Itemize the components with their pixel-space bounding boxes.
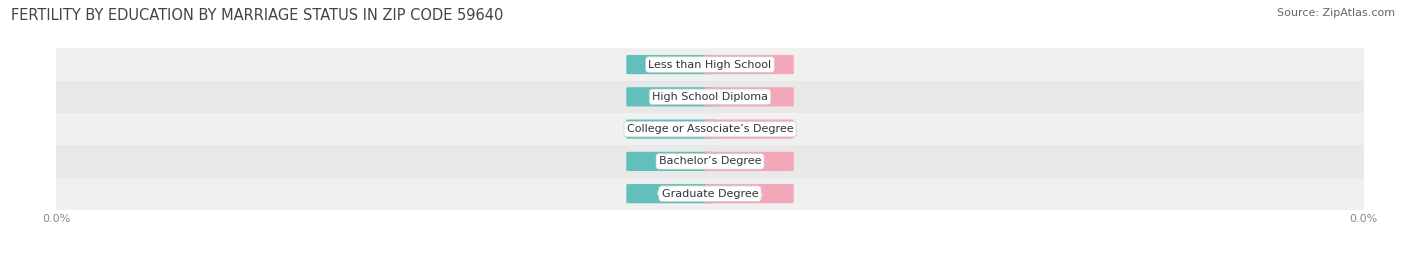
Text: 0.0%: 0.0% [657, 124, 685, 134]
FancyBboxPatch shape [704, 119, 794, 139]
FancyBboxPatch shape [704, 55, 794, 74]
Text: 0.0%: 0.0% [657, 59, 685, 70]
FancyBboxPatch shape [626, 55, 716, 74]
FancyBboxPatch shape [626, 184, 716, 203]
Text: Bachelor’s Degree: Bachelor’s Degree [659, 156, 761, 167]
FancyBboxPatch shape [704, 87, 794, 107]
FancyBboxPatch shape [704, 184, 794, 203]
Text: 0.0%: 0.0% [657, 189, 685, 199]
Text: 0.0%: 0.0% [735, 124, 763, 134]
FancyBboxPatch shape [704, 152, 794, 171]
FancyBboxPatch shape [626, 119, 716, 139]
Text: 0.0%: 0.0% [735, 189, 763, 199]
Text: High School Diploma: High School Diploma [652, 92, 768, 102]
Text: 0.0%: 0.0% [735, 156, 763, 167]
Text: 0.0%: 0.0% [657, 156, 685, 167]
Bar [56, 81, 1364, 113]
Legend: Married, Unmarried: Married, Unmarried [628, 266, 792, 269]
Text: 0.0%: 0.0% [735, 59, 763, 70]
Bar [56, 178, 1364, 210]
Text: FERTILITY BY EDUCATION BY MARRIAGE STATUS IN ZIP CODE 59640: FERTILITY BY EDUCATION BY MARRIAGE STATU… [11, 8, 503, 23]
Text: 0.0%: 0.0% [735, 92, 763, 102]
Text: Less than High School: Less than High School [648, 59, 772, 70]
Text: 0.0%: 0.0% [657, 92, 685, 102]
Text: Graduate Degree: Graduate Degree [662, 189, 758, 199]
Bar [56, 145, 1364, 178]
Bar [56, 113, 1364, 145]
FancyBboxPatch shape [626, 152, 716, 171]
FancyBboxPatch shape [626, 87, 716, 107]
Bar [56, 48, 1364, 81]
Text: College or Associate’s Degree: College or Associate’s Degree [627, 124, 793, 134]
Text: Source: ZipAtlas.com: Source: ZipAtlas.com [1277, 8, 1395, 18]
